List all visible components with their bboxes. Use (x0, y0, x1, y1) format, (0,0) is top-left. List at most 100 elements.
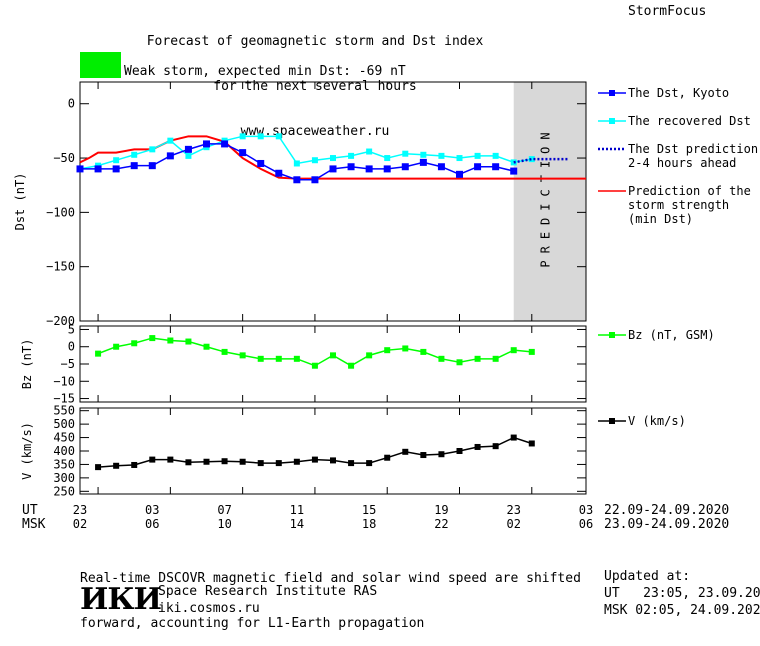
footer-note-line-1: Real-time DSCOVR magnetic field and sola… (80, 571, 581, 586)
dst-point (329, 165, 337, 173)
bz-point (203, 343, 210, 350)
v-point (149, 456, 156, 463)
y-tick-label: −200 (46, 314, 75, 328)
v-point (510, 434, 517, 441)
v-point (203, 458, 210, 465)
y-tick-label: 400 (53, 444, 75, 458)
msk-tick-label: 02 (506, 517, 520, 531)
v-point (311, 456, 318, 463)
storm-label: Weak storm, expected min Dst: -69 nT (124, 64, 406, 79)
v-point (402, 448, 409, 455)
dst-point (239, 149, 247, 157)
updated-ut: UT 23:05, 23.09.2020 (604, 586, 760, 601)
recovered-dst-point (131, 151, 138, 158)
chart-title: Forecast of geomagnetic storm and Dst in… (100, 4, 530, 154)
bz-point (275, 355, 282, 362)
recovered-dst-point (185, 152, 192, 159)
title-line-2: for the next several hours (213, 79, 417, 94)
v-point (239, 458, 246, 465)
v-point (167, 456, 174, 463)
recovered-dst-point (113, 157, 120, 164)
recovered-dst-point (311, 157, 318, 164)
legend-bz-text: Bz (nT, GSM) (628, 328, 715, 342)
dst-point (184, 145, 192, 153)
y-tick-label: 300 (53, 471, 75, 485)
dst-point (437, 163, 445, 171)
recovered-dst-point (402, 150, 409, 157)
storm-level-swatch (80, 52, 121, 78)
recovered-dst-point (474, 152, 481, 159)
legend-v-text: V (km/s) (628, 414, 686, 428)
bz-point (348, 362, 355, 369)
recovered-dst-point (348, 152, 355, 159)
v-point (257, 460, 264, 467)
bz-point (402, 345, 409, 352)
y-axis-label: Bz (nT) (20, 339, 34, 390)
dst-point (311, 176, 319, 184)
bz-point (492, 355, 499, 362)
dst-point (130, 162, 138, 170)
bz-point (474, 355, 481, 362)
dst-point (347, 163, 355, 171)
recovered-dst-point (330, 155, 336, 162)
legend-prediction-text: 2-4 hours ahead (628, 156, 736, 170)
v-point (366, 460, 373, 467)
legend-recovered-swatch-marker (609, 118, 615, 124)
dst-point (492, 163, 500, 171)
dst-point (474, 163, 482, 171)
ut-axis-label: UT (22, 503, 38, 518)
bz-point (257, 355, 264, 362)
dst-point (76, 165, 84, 173)
y-tick-label: 500 (53, 417, 75, 431)
recovered-dst-point (456, 155, 463, 162)
y-tick-label: 5 (68, 322, 75, 336)
v-point (492, 443, 499, 450)
y-tick-label: −100 (46, 205, 75, 219)
msk-tick-label: 22 (434, 517, 448, 531)
bz-point (366, 352, 373, 359)
dst-point (293, 176, 301, 184)
ut-date-range: 22.09-24.09.2020 (604, 503, 730, 518)
v-point (293, 458, 300, 465)
footer-note-line-2: forward, accounting for L1-Earth propaga… (80, 616, 425, 631)
y-tick-label: −5 (61, 357, 75, 371)
bz-point (456, 359, 463, 366)
legend-bz-swatch-marker (609, 332, 615, 338)
bz-point (95, 350, 102, 357)
institute-site[interactable]: iki.cosmos.ru (158, 601, 260, 616)
dst-point (365, 165, 373, 173)
msk-axis-label: MSK (22, 517, 46, 532)
prediction-band (513, 82, 586, 321)
panel-frame (79, 81, 587, 322)
prediction-label: PREDICTION (539, 125, 553, 267)
dst-point (257, 159, 265, 167)
y-tick-label: 0 (68, 340, 75, 354)
dst-point (419, 158, 427, 166)
bz-point (528, 348, 535, 355)
msk-tick-label: 06 (145, 517, 159, 531)
y-axis-label: Dst (nT) (13, 173, 27, 231)
recovered-dst-point (275, 133, 282, 140)
brand-label: StormFocus (628, 4, 707, 19)
bz-point (330, 352, 336, 359)
bz-point (221, 348, 228, 355)
msk-date-range: 23.09-24.09.2020 (604, 517, 730, 532)
msk-tick-label: 18 (362, 517, 376, 531)
y-tick-label: 450 (53, 431, 75, 445)
bz-point (239, 352, 246, 359)
bz-point (311, 362, 318, 369)
v-point (185, 459, 192, 466)
bz-point (131, 340, 138, 347)
dst-point (456, 170, 463, 178)
msk-tick-label: 14 (290, 517, 304, 531)
recovered-dst-point (167, 137, 174, 144)
bz-point (293, 355, 300, 362)
recovered-dst-point (492, 152, 499, 159)
y-tick-label: −10 (53, 374, 75, 388)
recovered-dst-point (239, 133, 246, 140)
v-point (474, 443, 481, 450)
title-line-1: Forecast of geomagnetic storm and Dst in… (146, 34, 484, 49)
msk-tick-label: 10 (217, 517, 231, 531)
dst-prediction-line (513, 157, 568, 164)
y-tick-label: 250 (53, 484, 75, 498)
